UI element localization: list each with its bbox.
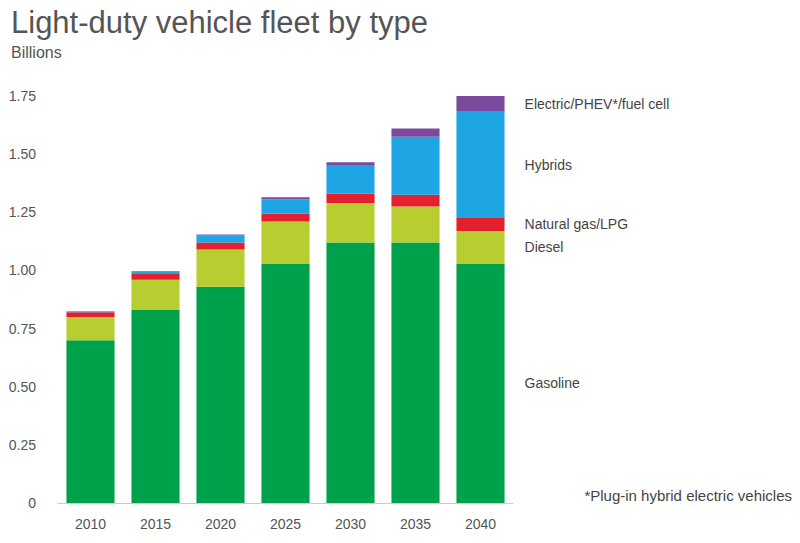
svg-text:2010: 2010 bbox=[75, 516, 106, 532]
svg-text:2035: 2035 bbox=[400, 516, 431, 532]
svg-text:2025: 2025 bbox=[270, 516, 301, 532]
svg-text:1.25: 1.25 bbox=[9, 204, 36, 220]
svg-text:0.50: 0.50 bbox=[9, 379, 36, 395]
svg-text:0: 0 bbox=[28, 495, 36, 511]
svg-text:2020: 2020 bbox=[205, 516, 236, 532]
svg-text:Gasoline: Gasoline bbox=[525, 375, 580, 391]
svg-text:Billions: Billions bbox=[11, 44, 62, 61]
svg-text:2040: 2040 bbox=[465, 516, 496, 532]
svg-text:Light-duty vehicle fleet by ty: Light-duty vehicle fleet by type bbox=[11, 5, 428, 40]
svg-text:0.25: 0.25 bbox=[9, 437, 36, 453]
svg-text:2015: 2015 bbox=[140, 516, 171, 532]
svg-text:Diesel: Diesel bbox=[525, 239, 564, 255]
svg-text:2030: 2030 bbox=[335, 516, 366, 532]
svg-text:1.50: 1.50 bbox=[9, 146, 36, 162]
svg-text:1.75: 1.75 bbox=[9, 88, 36, 104]
svg-text:Electric/PHEV*/fuel cell: Electric/PHEV*/fuel cell bbox=[525, 96, 670, 112]
svg-text:0.75: 0.75 bbox=[9, 321, 36, 337]
svg-text:Natural gas/LPG: Natural gas/LPG bbox=[525, 216, 629, 232]
svg-text:Hybrids: Hybrids bbox=[525, 157, 572, 173]
svg-text:1.00: 1.00 bbox=[9, 262, 36, 278]
svg-text:*Plug-in hybrid electric vehic: *Plug-in hybrid electric vehicles bbox=[584, 487, 792, 504]
